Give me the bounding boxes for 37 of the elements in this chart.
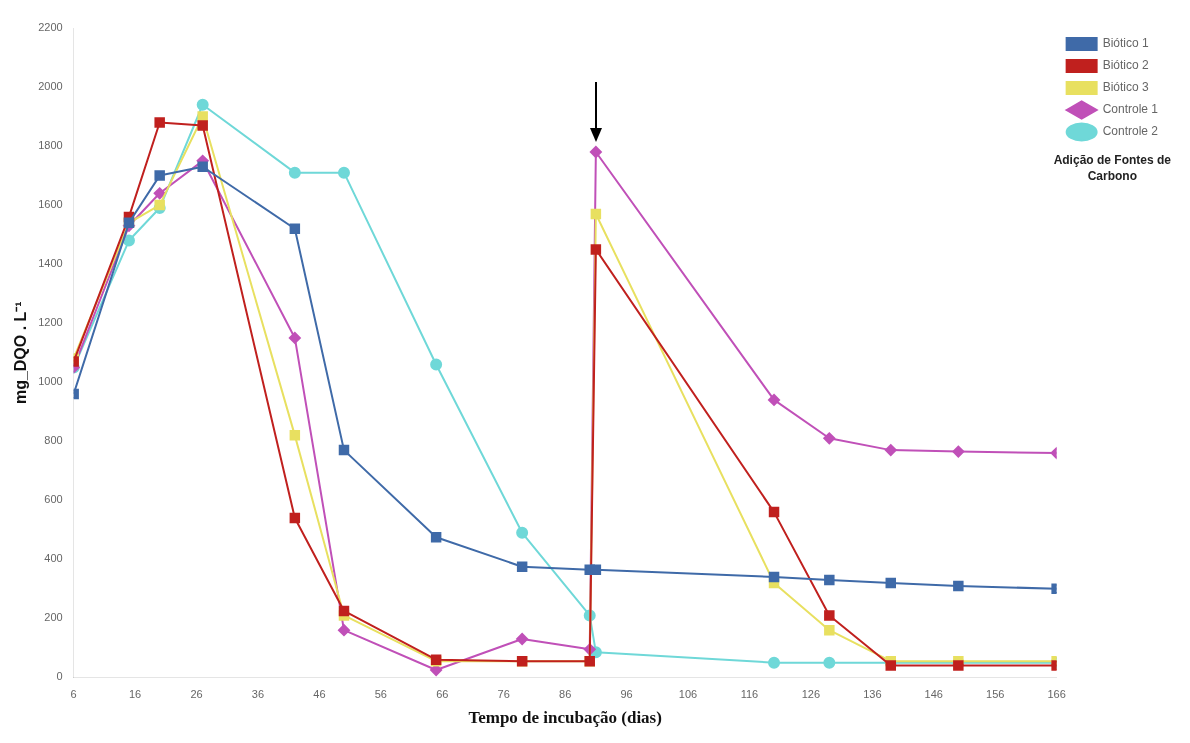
x-tick-label: 156 <box>986 688 1005 701</box>
x-tick-label: 66 <box>436 688 449 701</box>
x-tick-label: 136 <box>863 688 882 701</box>
y-tick-label: 0 <box>56 670 63 683</box>
x-tick-label: 26 <box>190 688 203 701</box>
x-tick-label: 46 <box>313 688 326 701</box>
x-tick-label: 116 <box>740 688 759 701</box>
legend-label: Controle 1 <box>1102 102 1159 117</box>
x-tick-label: 126 <box>801 688 821 701</box>
y-axis-title: mg_DQO . L⁻¹ <box>12 301 30 405</box>
y-tick-label: 1800 <box>38 139 63 152</box>
x-tick-label: 86 <box>559 688 572 701</box>
y-tick-label: 1200 <box>38 316 63 329</box>
y-tick-label: 400 <box>44 552 63 565</box>
x-tick-label: 76 <box>497 688 510 701</box>
y-tick-label: 1400 <box>38 257 63 270</box>
y-tick-label: 600 <box>44 493 63 506</box>
x-tick-label: 96 <box>620 688 633 701</box>
y-tick-label: 2200 <box>38 21 63 34</box>
x-tick-label: 56 <box>374 688 387 701</box>
x-tick-label: 6 <box>70 688 77 701</box>
legend-label: Biótico 1 <box>1102 36 1149 51</box>
y-tick-label: 1000 <box>38 375 63 388</box>
x-tick-label: 146 <box>924 688 943 701</box>
x-tick-label: 106 <box>678 688 698 701</box>
y-tick-label: 2000 <box>38 80 63 93</box>
legend-label: Controle 2 <box>1102 124 1159 139</box>
y-tick-label: 200 <box>44 611 63 624</box>
y-tick-label: 1600 <box>38 198 63 211</box>
legend-label: Biótico 3 <box>1102 80 1149 95</box>
legend-label: Biótico 2 <box>1102 58 1149 73</box>
x-tick-label: 16 <box>128 688 142 701</box>
x-tick-label: 166 <box>1047 688 1066 701</box>
x-axis-title: Tempo de incubação (dias) <box>468 708 662 728</box>
y-tick-label: 800 <box>44 434 63 447</box>
x-tick-label: 36 <box>251 688 265 701</box>
annotation: Adição de Fontes de Carbono <box>1052 152 1172 184</box>
